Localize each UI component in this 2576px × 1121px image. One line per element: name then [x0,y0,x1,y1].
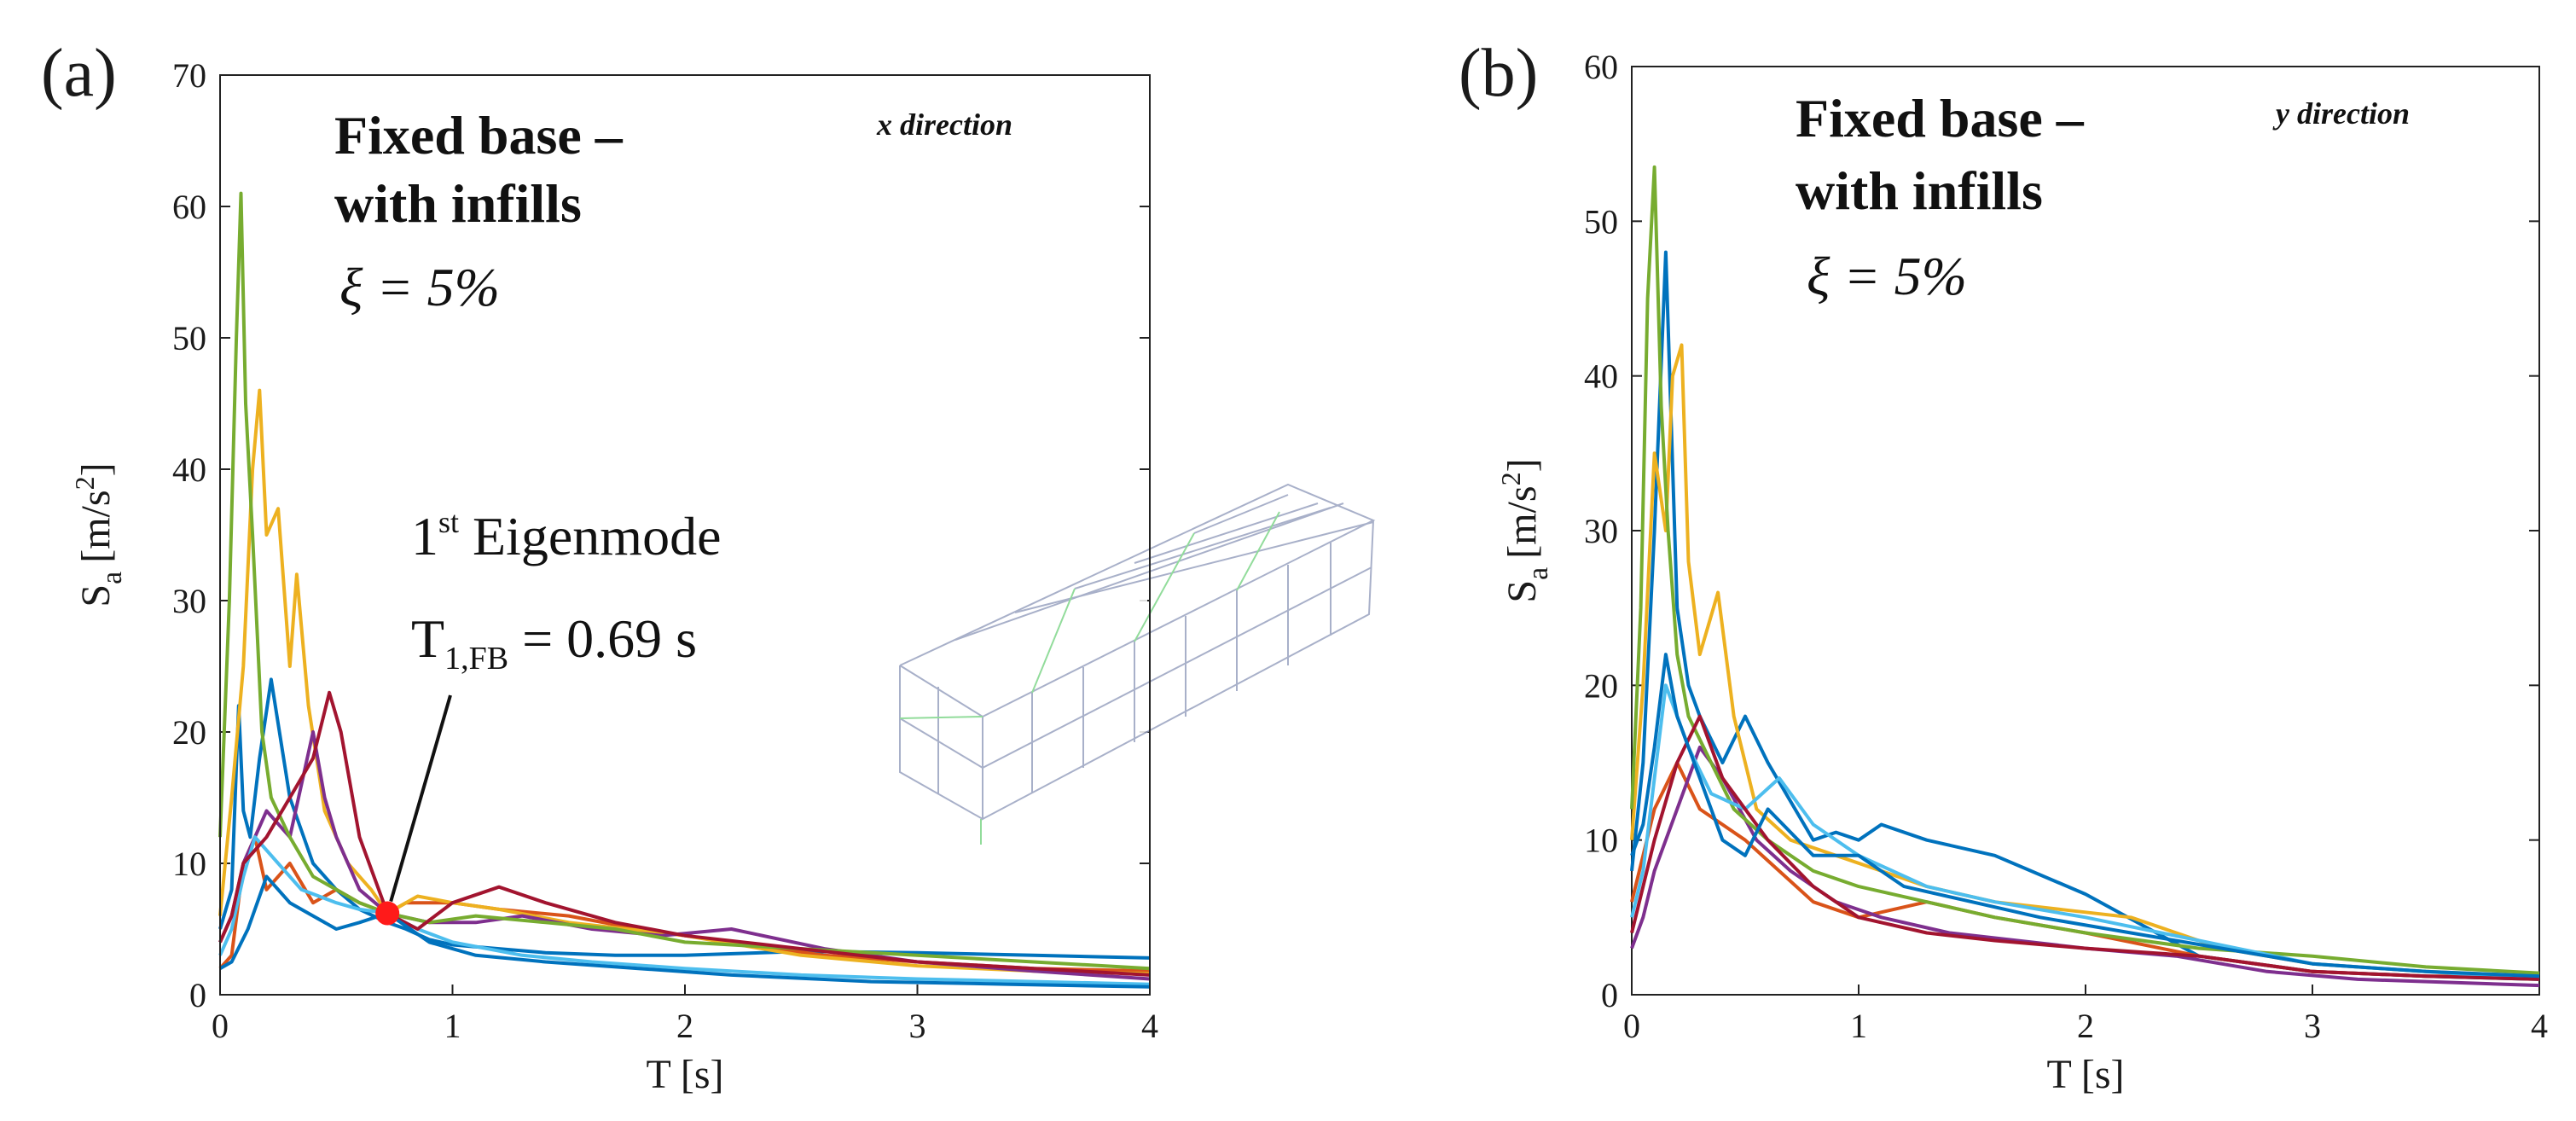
panel-b-title-line1: Fixed base – [1796,88,2085,148]
y-tick-label: 0 [189,976,206,1014]
x-tick-label: 0 [212,1007,229,1045]
panel-b-y-ticks: 0 10 20 30 40 50 60 [1584,48,2539,1014]
x-tick-label: 4 [2531,1007,2548,1045]
y-tick-label: 30 [172,582,206,620]
eigenmode-annotation-line1: 1st Eigenmode [411,505,721,566]
series-line-5 [218,191,1151,971]
panel-a-y-ticks: 0 10 20 30 40 50 60 70 [172,56,1150,1014]
y-tick-label: 40 [1584,357,1618,396]
y-tick-label: 10 [172,845,206,883]
x-tick-label: 3 [2304,1007,2321,1045]
eigenmode-marker [375,901,400,926]
panel-b-series [1630,165,2540,988]
x-tick-label: 3 [909,1007,926,1045]
series-line-5 [1630,165,2540,975]
x-tick-label: 0 [1623,1007,1640,1045]
panel-a-damping: ξ = 5% [339,257,500,317]
series-line-8 [1630,653,2540,979]
series-line-7 [1630,714,2540,981]
eigenmode-pointer-line [389,694,452,903]
series-line-3 [1630,343,2540,979]
panel-b-direction: y direction [2272,96,2410,131]
panel-b-label: (b) [1459,36,1538,111]
panel-b-plot-frame [1631,66,2540,996]
x-tick-label: 2 [676,1007,693,1045]
y-tick-label: 60 [1584,48,1618,86]
panel-b-x-ticks: 0 1 2 3 4 [1623,985,2548,1045]
panel-a-x-label: T [s] [646,1052,723,1097]
y-tick-label: 20 [172,713,206,752]
panel-a-title-line1: Fixed base – [334,105,624,166]
panel-a-label: (a) [41,36,117,111]
y-tick-label: 70 [172,56,206,95]
y-tick-label: 50 [1584,202,1618,241]
eigenmode-annotation-line2: T1,FB = 0.69 s [411,608,697,677]
y-tick-label: 50 [172,319,206,357]
panel-b-x-label: T [s] [2046,1052,2124,1097]
y-tick-label: 60 [172,188,206,226]
panel-b: (b) 0 10 20 30 40 50 60 0 1 2 3 4 Fixed base – wit… [1459,36,2548,1097]
y-tick-label: 20 [1584,666,1618,705]
panel-a-y-label: Sa[m/s2] [69,462,128,607]
series-line-1 [1630,250,2540,981]
x-tick-label: 2 [2077,1007,2094,1045]
building-model-icon [899,483,1376,853]
panel-a-title-line2: with infills [334,173,582,234]
y-tick-label: 40 [172,450,206,489]
series-line-6 [1630,683,2540,981]
panel-b-title-line2: with infills [1796,160,2043,221]
x-tick-label: 1 [1850,1007,1867,1045]
panel-b-y-label: Sa[m/s2] [1495,458,1554,602]
panel-a-x-ticks: 0 1 2 3 4 [212,985,1158,1045]
series-line-7 [218,690,1151,977]
x-tick-label: 4 [1141,1007,1158,1045]
y-tick-label: 0 [1601,976,1618,1014]
y-tick-label: 10 [1584,822,1618,860]
panel-a: (a) 0 10 20 30 40 50 60 70 0 1 2 3 4 [41,36,1376,1097]
series-line-2 [1630,761,2539,979]
panel-b-damping: ξ = 5% [1807,246,1967,306]
panel-a-direction: x direction [876,107,1012,142]
y-tick-label: 30 [1584,512,1618,550]
x-tick-label: 1 [444,1007,461,1045]
